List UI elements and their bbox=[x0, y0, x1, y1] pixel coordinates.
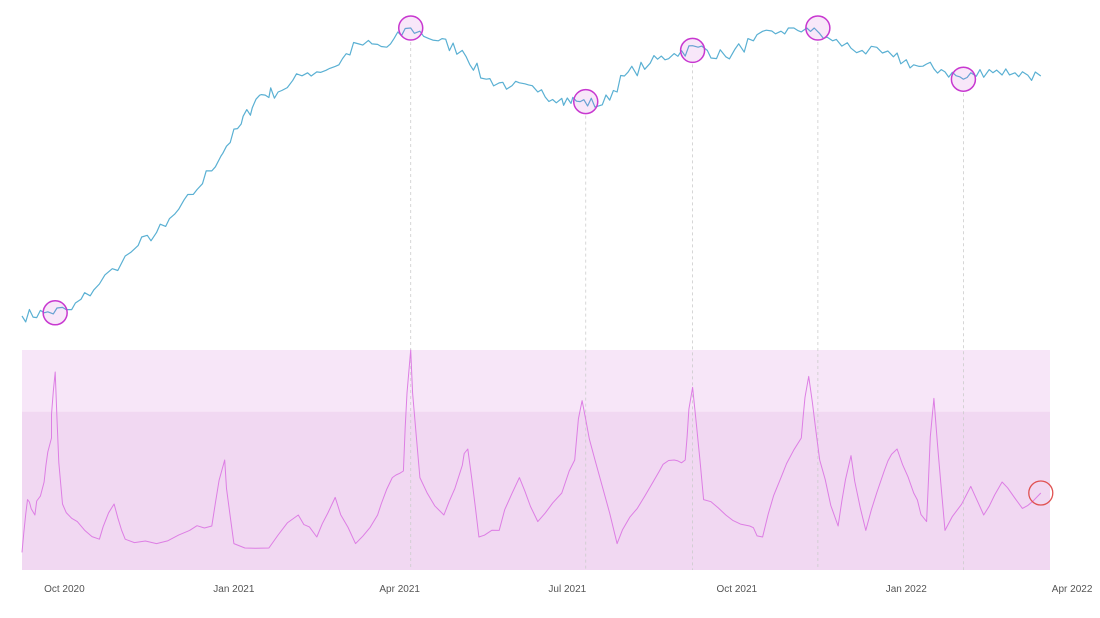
indicator-bands bbox=[22, 350, 1050, 570]
x-tick-label: Apr 2021 bbox=[379, 584, 420, 595]
x-tick-label: Oct 2020 bbox=[44, 584, 85, 595]
price-highlight-marker-3 bbox=[679, 37, 706, 64]
highlight-markers bbox=[42, 15, 1054, 506]
price-highlight-marker-1 bbox=[397, 15, 424, 41]
x-tick-label: Apr 2022 bbox=[1052, 584, 1093, 595]
indicator-band-1 bbox=[22, 350, 1050, 412]
price-highlight-marker-5 bbox=[950, 66, 977, 92]
price-panel bbox=[21, 27, 1042, 323]
x-axis: Oct 2020 Jan 2021 Apr 2021 Jul 2021 Oct 2021… bbox=[44, 584, 1093, 595]
x-tick-label: Jan 2022 bbox=[886, 584, 928, 595]
x-tick-label: Jul 2021 bbox=[548, 584, 586, 595]
indicator-panel bbox=[21, 349, 1042, 553]
highlight-guides bbox=[410, 42, 964, 570]
indicator-alert-marker bbox=[1028, 480, 1054, 506]
indicator-band-0 bbox=[22, 411, 1050, 570]
indicator-series-line bbox=[21, 349, 1042, 553]
price-highlight-marker-2 bbox=[572, 88, 599, 115]
x-tick-label: Oct 2021 bbox=[717, 584, 758, 595]
x-tick-label: Jan 2021 bbox=[213, 584, 255, 595]
price-highlight-marker-4 bbox=[805, 15, 831, 41]
price-highlight-marker-0 bbox=[42, 300, 68, 326]
price-series-line bbox=[21, 27, 1042, 323]
